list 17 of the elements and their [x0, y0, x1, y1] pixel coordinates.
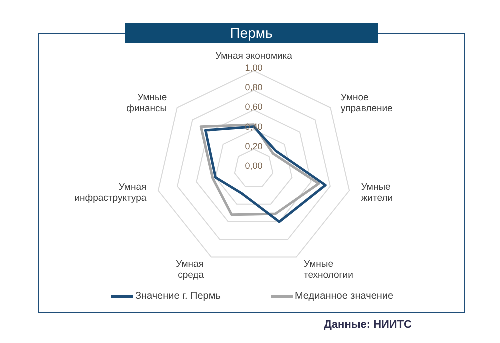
- text: Данные: НИИТС: [324, 319, 412, 331]
- y-tick-label: 0,20: [245, 141, 263, 152]
- y-tick-label: 0,40: [245, 122, 263, 132]
- y-tick-label: 0,60: [245, 102, 263, 112]
- spoke-label: Умное управление: [340, 92, 393, 114]
- chart-title: Пермь: [125, 23, 378, 43]
- spoke-label: Умная инфраструктура: [74, 182, 148, 204]
- y-tick-label: 1,00: [245, 63, 263, 73]
- legend-label: Медианное значение: [294, 291, 394, 302]
- y-tick-label: 0,80: [245, 82, 263, 93]
- y-tick-label: 0,00: [245, 161, 263, 171]
- legend-label: Значение г. Пермь: [135, 291, 221, 302]
- spoke-label: Умные жители: [361, 182, 394, 204]
- spoke-label: Умная экономика: [216, 51, 294, 62]
- spoke-label: Умные технологии: [304, 259, 354, 282]
- spoke-label: Умные финансы: [126, 92, 168, 114]
- spoke-label: Умная среда: [176, 259, 205, 282]
